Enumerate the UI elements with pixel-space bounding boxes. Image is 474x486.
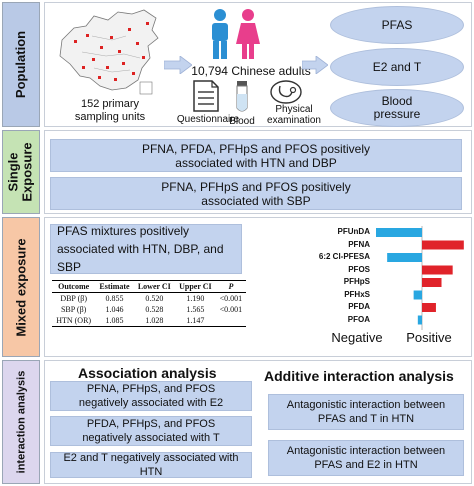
adults-label: 10,794 Chinese adults [191,64,311,78]
chart-negative-label: Negative [331,330,383,345]
arrow-icon [302,56,328,74]
single-exposure-box-htn-dbp: PFNA, PFDA, PFHpS and PFOS positively as… [50,139,462,172]
table-cell: 1.085 [95,315,134,327]
outcome-e2-t: E2 and T [330,48,464,86]
mixture-results-table: Outcome Estimate Lower CI Upper CI P DBP… [52,280,246,327]
arrow-icon [164,56,192,74]
table-cell: <0.001 [219,294,243,303]
bar-pfhps [422,278,442,287]
bar-pfunda [376,228,422,237]
table-cell: SBP (β) [60,305,87,314]
table-cell: 0.520 [145,294,164,303]
single-exposure-box-sbp: PFNA, PFHpS and PFOS positively associat… [50,177,462,210]
bar-label: PFUnDA [337,227,370,236]
people-icon [212,9,260,59]
table-row: HTN (OR) 1.085 1.028 1.147 [52,315,246,327]
table-cell: 1.565 [186,305,205,314]
table-header: Lower CI [133,280,175,293]
section-label-interaction: interaction analysis [2,360,40,484]
interaction-panel [44,360,472,484]
assoc-box-e2-text: PFNA, PFHpS, and PFOS negatively associa… [78,383,224,409]
section-label-single-exposure: Single Exposure [2,130,40,214]
bar-pfda [422,303,436,312]
mixed-exposure-panel [44,217,472,357]
pfas-mixture-box: PFAS mixtures positively associated with… [50,224,242,274]
table-header-row: Outcome Estimate Lower CI Upper CI P [52,280,246,293]
table-header: P [215,280,246,293]
table-cell: 1.190 [186,294,205,303]
table-row: DBP (β) 0.855 0.520 1.190 <0.001 [52,293,246,305]
additive-box-t: Antagonistic interaction between PFAS an… [268,394,464,430]
association-title: Association analysis [78,365,217,381]
bar-pfos [422,265,453,275]
chart-positive-label: Positive [406,330,452,345]
outcome-pfas: PFAS [330,6,464,44]
bar-label: PFOA [347,314,370,324]
stethoscope-icon [270,80,302,104]
bar-label: PFHxS [344,289,370,299]
blood-label: Blood [229,116,255,127]
table-cell: DBP (β) [60,294,87,303]
additive-box-e2: Antagonistic interaction between PFAS an… [268,440,464,476]
physical-exam-label: Physical examination [267,104,321,126]
china-map-icon [59,9,159,95]
assoc-box-e2: PFNA, PFHpS, and PFOS negatively associa… [50,381,252,411]
table-header: Estimate [95,280,134,293]
table-cell: 0.855 [105,294,124,303]
bar-label: PFHpS [343,277,370,286]
table-cell: 1.046 [105,305,124,314]
bar-pfna [422,240,464,250]
table-cell: HTN (OR) [52,315,96,327]
additive-box-e2-text: Antagonistic interaction between PFAS an… [286,445,446,471]
section-label-population: Population [2,2,40,127]
table-cell: 1.147 [174,315,216,327]
outcome-blood-pressure: Blood pressure [330,89,464,127]
questionnaire-label: Questionnaire [176,114,240,125]
blood-tube-icon [236,81,248,112]
additive-box-t-text: Antagonistic interaction between PFAS an… [286,399,446,425]
table-cell [215,315,246,327]
population-panel [44,2,472,127]
bar-label: 6:2 Cl-PFESA [318,252,370,261]
table-header: Outcome [52,280,96,293]
bar-label: PFDA [348,302,370,311]
weights-bar-chart [376,226,464,330]
single-exposure-panel [44,130,472,214]
assoc-box-t: PFDA, PFHpS, and PFOS negatively associa… [50,416,252,446]
sampling-units-label: 152 primary sampling units [74,98,146,123]
table-header: Upper CI [174,280,216,293]
table-cell: 0.528 [145,305,164,314]
questionnaire-icon [193,80,219,112]
assoc-box-t-text: PFDA, PFHpS, and PFOS negatively associa… [82,418,220,444]
table-cell: 1.028 [133,315,175,327]
bar-pfoa [417,315,422,325]
table-cell: <0.001 [219,305,243,314]
table-row: SBP (β) 1.046 0.528 1.565 <0.001 [52,304,246,315]
bar-6-2-cl-pfesa [387,253,422,262]
additive-title: Additive interaction analysis [264,368,454,384]
bar-pfhxs [413,290,422,300]
assoc-box-htn: E2 and T negatively associated with HTN [50,452,252,478]
section-label-mixed-exposure: Mixed exposure [2,217,40,357]
assoc-box-htn-text: E2 and T negatively associated with HTN [63,452,239,478]
bar-label: PFOS [348,264,370,274]
bar-label: PFNA [348,239,370,249]
